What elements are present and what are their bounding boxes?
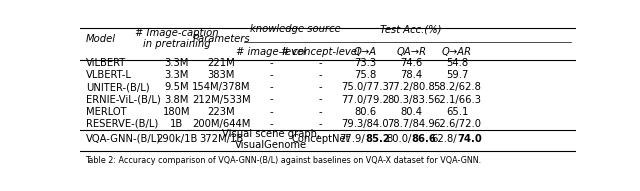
Text: Parameters: Parameters bbox=[193, 34, 250, 44]
Text: -: - bbox=[269, 119, 273, 129]
Text: 78.7/84.9: 78.7/84.9 bbox=[387, 119, 435, 129]
Text: ERNIE-ViL-(B/L): ERNIE-ViL-(B/L) bbox=[86, 95, 161, 104]
Text: 212M/533M: 212M/533M bbox=[192, 95, 251, 104]
Text: -: - bbox=[269, 95, 273, 104]
Text: 62.1/66.3: 62.1/66.3 bbox=[433, 95, 481, 104]
Text: 65.1: 65.1 bbox=[446, 107, 468, 117]
Text: MERLOT: MERLOT bbox=[86, 107, 127, 117]
Text: 80.6: 80.6 bbox=[354, 107, 376, 117]
Text: 290k/1B: 290k/1B bbox=[156, 134, 197, 144]
Text: 78.4: 78.4 bbox=[400, 70, 422, 80]
Text: -: - bbox=[319, 107, 323, 117]
Text: VQA-GNN-(B/L): VQA-GNN-(B/L) bbox=[86, 134, 161, 144]
Text: QA→R: QA→R bbox=[396, 47, 426, 57]
Text: 223M: 223M bbox=[207, 107, 235, 117]
Text: # concept-level: # concept-level bbox=[281, 47, 360, 57]
Text: 180M: 180M bbox=[163, 107, 191, 117]
Text: 58.2/62.8: 58.2/62.8 bbox=[433, 83, 481, 92]
Text: -: - bbox=[319, 58, 323, 68]
Text: -: - bbox=[269, 58, 273, 68]
Text: VisualGenome: VisualGenome bbox=[235, 140, 307, 150]
Text: 77.9/: 77.9/ bbox=[339, 134, 365, 144]
Text: 372M/1B: 372M/1B bbox=[199, 134, 243, 144]
Text: VLBERT-L: VLBERT-L bbox=[86, 70, 132, 80]
Text: 62.8/: 62.8/ bbox=[431, 134, 457, 144]
Text: 221M: 221M bbox=[207, 58, 236, 68]
Text: 3.3M: 3.3M bbox=[164, 70, 189, 80]
Text: 54.8: 54.8 bbox=[446, 58, 468, 68]
Text: 79.3/84.0: 79.3/84.0 bbox=[341, 119, 389, 129]
Text: RESERVE-(B/L): RESERVE-(B/L) bbox=[86, 119, 158, 129]
Text: 59.7: 59.7 bbox=[446, 70, 468, 80]
Text: Model: Model bbox=[86, 34, 116, 44]
Text: 85.2: 85.2 bbox=[365, 134, 390, 144]
Text: Visual scene graph,: Visual scene graph, bbox=[222, 129, 320, 139]
Text: Test Acc.(%): Test Acc.(%) bbox=[380, 24, 442, 34]
Text: 154M/378M: 154M/378M bbox=[192, 83, 251, 92]
Text: 74.0: 74.0 bbox=[457, 134, 482, 144]
Text: -: - bbox=[319, 119, 323, 129]
Text: 77.0/79.2: 77.0/79.2 bbox=[341, 95, 389, 104]
Text: -: - bbox=[269, 83, 273, 92]
Text: Table 2: Accuracy comparison of VQA-GNN-(B/L) against baselines on VQA-X dataset: Table 2: Accuracy comparison of VQA-GNN-… bbox=[85, 156, 481, 165]
Text: -: - bbox=[269, 107, 273, 117]
Text: Q→A: Q→A bbox=[354, 47, 377, 57]
Text: # Image-caption: # Image-caption bbox=[135, 28, 218, 38]
Text: 75.8: 75.8 bbox=[354, 70, 376, 80]
Text: 86.6: 86.6 bbox=[412, 134, 436, 144]
Text: -: - bbox=[319, 83, 323, 92]
Text: 3.3M: 3.3M bbox=[164, 58, 189, 68]
Text: 3.8M: 3.8M bbox=[164, 95, 189, 104]
Text: # image-level: # image-level bbox=[236, 47, 306, 57]
Text: 77.2/80.8: 77.2/80.8 bbox=[387, 83, 435, 92]
Text: 62.6/72.0: 62.6/72.0 bbox=[433, 119, 481, 129]
Text: knowledge source: knowledge source bbox=[250, 24, 341, 34]
Text: 75.0/77.3: 75.0/77.3 bbox=[341, 83, 389, 92]
Text: 80.4: 80.4 bbox=[401, 107, 422, 117]
Text: 80.3/83.5: 80.3/83.5 bbox=[388, 95, 435, 104]
Text: 1B: 1B bbox=[170, 119, 183, 129]
Text: 73.3: 73.3 bbox=[354, 58, 376, 68]
Text: 9.5M: 9.5M bbox=[164, 83, 189, 92]
Text: UNITER-(B/L): UNITER-(B/L) bbox=[86, 83, 150, 92]
Text: Q→AR: Q→AR bbox=[442, 47, 472, 57]
Text: ConceptNet: ConceptNet bbox=[291, 134, 350, 144]
Text: 383M: 383M bbox=[207, 70, 235, 80]
Text: 80.0/: 80.0/ bbox=[386, 134, 412, 144]
Text: in pretraining: in pretraining bbox=[143, 39, 211, 49]
Text: 74.6: 74.6 bbox=[400, 58, 422, 68]
Text: -: - bbox=[319, 70, 323, 80]
Text: -: - bbox=[269, 70, 273, 80]
Text: 200M/644M: 200M/644M bbox=[192, 119, 250, 129]
Text: ViLBERT: ViLBERT bbox=[86, 58, 126, 68]
Text: -: - bbox=[319, 95, 323, 104]
